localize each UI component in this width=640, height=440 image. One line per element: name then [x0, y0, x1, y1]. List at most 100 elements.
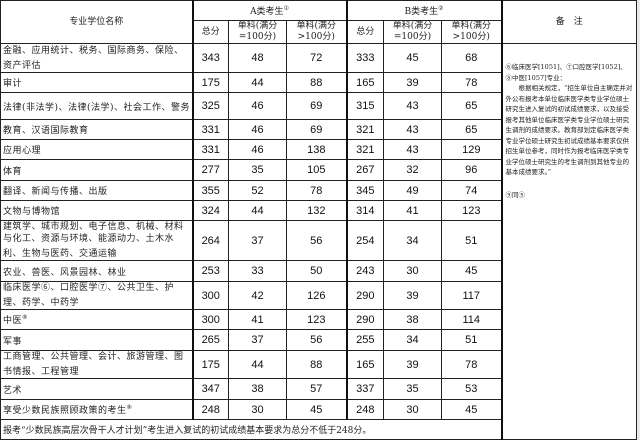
- table-row: 建筑学、城市规划、电子信息、机械、材料与化工、资源与环境、能源动力、土木水利、生…: [0, 220, 637, 261]
- row-name: 享受少数民族照顾政策的考生⑨: [0, 399, 193, 420]
- b-score-single100: 39: [383, 72, 443, 93]
- b-score-total: 321: [345, 139, 385, 160]
- table-row: 艺术 347 38 57 337 35 53: [0, 378, 637, 400]
- b-score-total: 315: [345, 92, 385, 120]
- note-1: ⑥临床医学[1051]、⑦口腔医学[1052]、⑧中医[1057]专业：: [505, 63, 627, 82]
- row-mark: ⑨: [126, 404, 133, 411]
- a-score-single100: 37: [228, 329, 287, 351]
- row-name-text: 体育: [3, 166, 23, 177]
- row-name-text: 金融、应用统计、税务、国际商务、保险、资产评估: [3, 45, 184, 71]
- table-row: 文物与博物馆 324 44 132 314 41 123: [0, 200, 637, 221]
- b-score-singlegt100: 51: [441, 220, 503, 261]
- table-row: 应用心理 331 46 138 321 43 129: [0, 139, 637, 160]
- row-name-text: 应用心理: [3, 146, 42, 156]
- a-score-single100: 44: [228, 72, 287, 93]
- group-a-label: A类考生: [250, 7, 284, 17]
- a-score-single100: 37: [228, 220, 287, 261]
- a-score-total: 264: [191, 220, 229, 261]
- b-score-total: 165: [345, 350, 385, 379]
- b-score-singlegt100: 117: [441, 281, 503, 310]
- b-score-single100: 34: [383, 220, 443, 261]
- b-score-singlegt100: 123: [441, 200, 503, 221]
- row-name: 应用心理: [0, 139, 193, 160]
- row-name-text: 教育、汉语国际教育: [3, 126, 89, 136]
- row-name: 文物与博物馆: [0, 200, 193, 221]
- row-name-text: 翻译、新闻与传播、出版: [3, 187, 108, 197]
- b-score-total: 337: [345, 378, 385, 400]
- a-score-singlegt100: 78: [285, 180, 348, 201]
- table-row: 工商管理、公共管理、会计、旅游管理、图书情报、工程管理 175 44 88 165 39 7…: [0, 350, 637, 379]
- a-score-total: 331: [191, 119, 229, 140]
- a-score-total: 331: [191, 139, 229, 160]
- a-score-single100: 35: [228, 159, 287, 181]
- row-name: 临床医学⑥、口腔医学⑦、公共卫生、护理、药学、中药学: [0, 281, 193, 310]
- a-score-single100: 30: [228, 399, 287, 420]
- a-score-total: 265: [191, 329, 229, 351]
- b-score-single100: 43: [383, 119, 443, 140]
- header-group-b: B类考生②: [345, 0, 503, 21]
- a-score-singlegt100: 69: [285, 119, 348, 140]
- b-score-single100: 35: [383, 378, 443, 400]
- a-score-single100: 44: [228, 200, 287, 221]
- row-name-text: 法律(非法学)、法律(法学)、社会工作、警务: [3, 102, 191, 113]
- group-b-label: B类考生: [404, 7, 439, 17]
- table-row: 享受少数民族照顾政策的考生⑨ 248 30 45 248 30 45: [0, 399, 637, 420]
- header-b-total: 总分: [345, 20, 385, 44]
- row-name: 翻译、新闻与传播、出版: [0, 180, 193, 201]
- a-score-single100: 48: [228, 43, 287, 73]
- b-score-singlegt100: 65: [441, 92, 503, 120]
- b-score-singlegt100: 65: [441, 119, 503, 140]
- note-2: 根据相关规定，“招生单位自主确定并对外公布报考本单位临床医学类专业学位硕士研究生…: [505, 84, 633, 176]
- a-score-singlegt100: 126: [285, 281, 348, 310]
- b-score-single100: 38: [383, 309, 443, 330]
- row-name-text: 建筑学、城市规划、电子信息、机械、材料与化工、资源与环境、能源动力、土木水利、生…: [3, 222, 184, 259]
- a-score-single100: 42: [228, 281, 287, 310]
- header-b-single100: 单科(满分=100分): [383, 20, 443, 44]
- a-score-singlegt100: 56: [285, 329, 348, 351]
- a-score-singlegt100: 72: [285, 43, 348, 73]
- b-score-single100: 43: [383, 139, 443, 160]
- a-score-total: 175: [191, 350, 229, 379]
- a-score-singlegt100: 123: [285, 309, 348, 330]
- b-score-single100: 39: [383, 350, 443, 379]
- b-score-total: 314: [345, 200, 385, 221]
- footer-note: 报考“少数民族高层次骨干人才计划”考生进入复试的初试成绩基本要求为总分不低于24…: [0, 419, 503, 440]
- b-score-singlegt100: 45: [441, 399, 503, 420]
- b-score-singlegt100: 78: [441, 350, 503, 379]
- a-score-singlegt100: 132: [285, 200, 348, 221]
- header-group-a: A类考生①: [191, 0, 348, 21]
- header-a-single100: 单科(满分=100分): [228, 20, 287, 44]
- note-3: ⑨同⑤: [505, 190, 526, 199]
- b-score-single100: 45: [383, 43, 443, 73]
- a-score-single100: 33: [228, 260, 287, 282]
- row-name: 审计: [0, 72, 193, 93]
- b-score-total: 243: [345, 260, 385, 282]
- table-row: 法律(非法学)、法律(法学)、社会工作、警务 325 46 69 315 43 65: [0, 92, 637, 120]
- b-score-single100: 32: [383, 159, 443, 181]
- a-score-single100: 41: [228, 309, 287, 330]
- header-notes: 备 注: [500, 0, 638, 44]
- b-score-singlegt100: 74: [441, 180, 503, 201]
- header-b-singlegt100: 单科(满分>100分): [441, 20, 503, 44]
- a-score-total: 325: [191, 92, 229, 120]
- row-name-text: 临床医学⑥、口腔医学⑦、公共卫生、护理、药学、中药学: [3, 283, 175, 308]
- row-name: 金融、应用统计、税务、国际商务、保险、资产评估: [0, 43, 193, 73]
- a-score-singlegt100: 56: [285, 220, 348, 261]
- group-b-mark: ②: [438, 5, 444, 12]
- b-score-single100: 41: [383, 200, 443, 221]
- b-score-total: 333: [345, 43, 385, 73]
- row-name-text: 享受少数民族照顾政策的考生: [3, 406, 127, 416]
- table-row: 农业、兽医、风景园林、林业 253 33 50 243 30 45: [0, 260, 637, 282]
- row-name-text: 农业、兽医、风景园林、林业: [3, 267, 127, 278]
- header-name: 专业学位名称: [0, 0, 193, 44]
- b-score-total: 290: [345, 309, 385, 330]
- b-score-total: 345: [345, 180, 385, 201]
- a-score-singlegt100: 57: [285, 378, 348, 400]
- row-name-text: 文物与博物馆: [3, 207, 61, 217]
- b-score-single100: 30: [383, 260, 443, 282]
- a-score-single100: 44: [228, 350, 287, 379]
- b-score-total: 165: [345, 72, 385, 93]
- row-name: 工商管理、公共管理、会计、旅游管理、图书情报、工程管理: [0, 350, 193, 379]
- table-row: 金融、应用统计、税务、国际商务、保险、资产评估 343 48 72 333 45 68 ⑥临床…: [0, 43, 638, 440]
- a-score-total: 347: [191, 378, 229, 400]
